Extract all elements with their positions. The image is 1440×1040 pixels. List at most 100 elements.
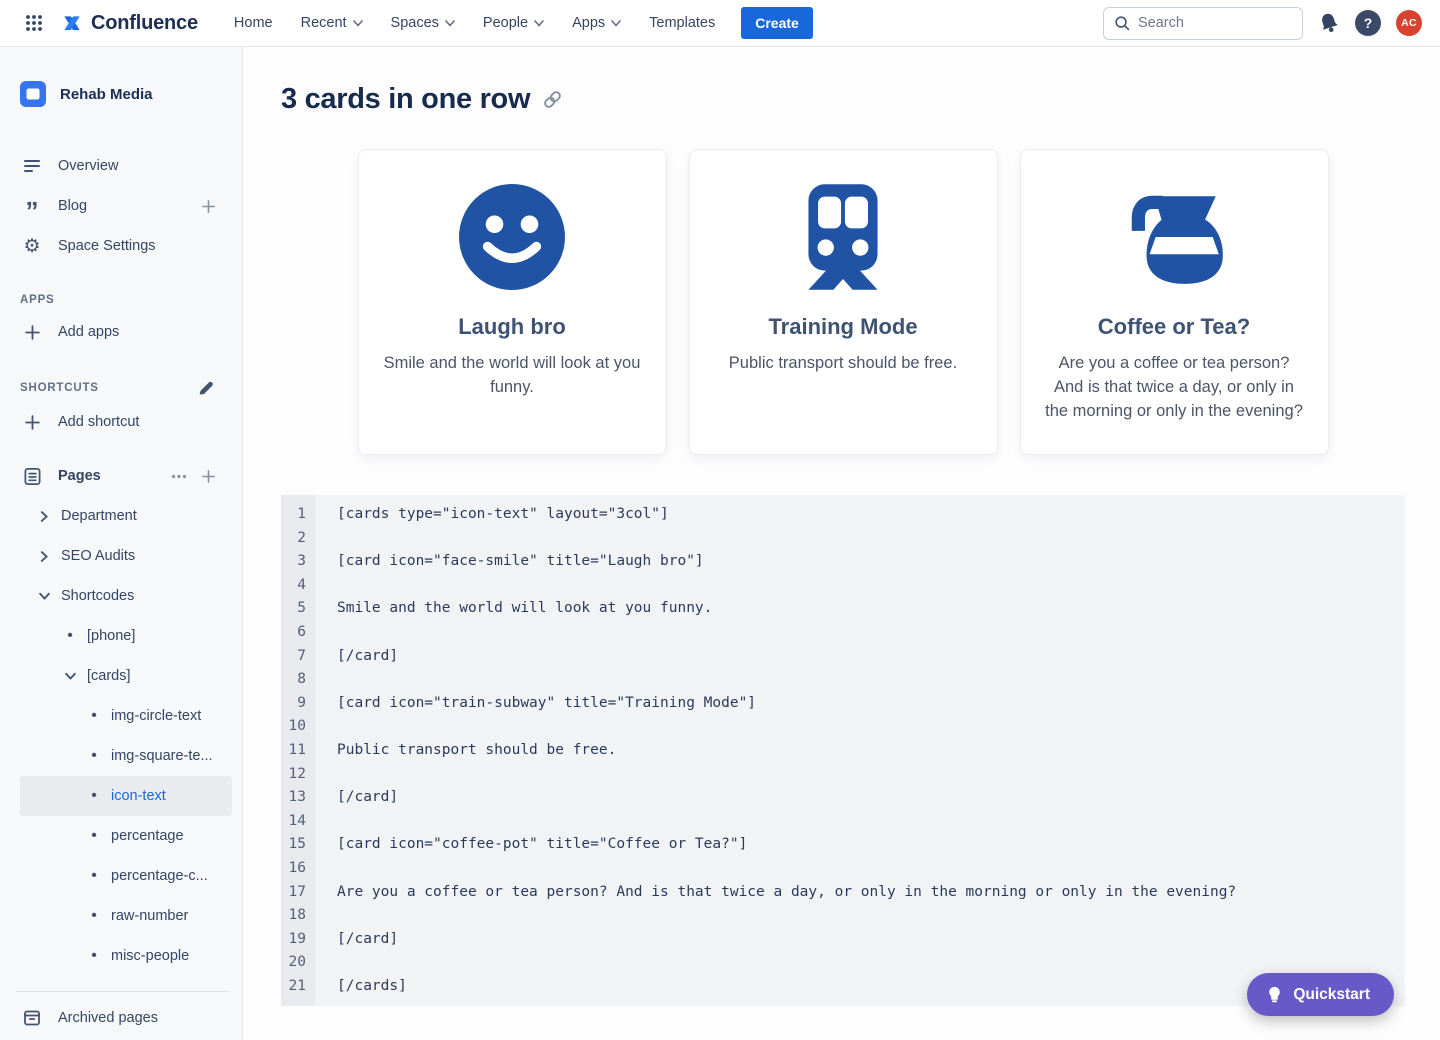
- tree-item-percentage[interactable]: • percentage: [20, 816, 232, 856]
- tree-item-department[interactable]: Department: [20, 496, 232, 536]
- add-page-icon[interactable]: [201, 469, 216, 484]
- tree-item-icon-text[interactable]: • icon-text: [20, 776, 232, 816]
- tree-item-phone[interactable]: • [phone]: [20, 616, 232, 656]
- chevron-down-icon[interactable]: [36, 592, 52, 600]
- tree-item-img-square-text[interactable]: • img-square-te...: [20, 736, 232, 776]
- tree-item-label: [phone]: [87, 628, 136, 644]
- add-apps-button[interactable]: Add apps: [0, 312, 242, 352]
- bullet-icon: •: [91, 747, 97, 764]
- chevron-down-icon: [611, 19, 621, 27]
- card-coffee-or-tea: Coffee or Tea? Are you a coffee or tea p…: [1019, 149, 1329, 455]
- tree-item-img-circle-text[interactable]: • img-circle-text: [20, 696, 232, 736]
- bullet-icon: •: [91, 907, 97, 924]
- quickstart-button[interactable]: Quickstart: [1247, 973, 1394, 1016]
- tree-item-label: Department: [61, 508, 137, 524]
- space-header[interactable]: Rehab Media: [0, 74, 242, 114]
- add-shortcut-button[interactable]: Add shortcut: [0, 402, 242, 442]
- blog-add-button[interactable]: [201, 199, 216, 214]
- code-line-number: 1: [297, 506, 306, 522]
- more-options-icon[interactable]: [171, 474, 187, 479]
- chevron-right-icon[interactable]: [36, 550, 52, 562]
- chevron-down-icon: [445, 19, 455, 27]
- archive-box-icon: [20, 1009, 44, 1027]
- pages-root[interactable]: Pages: [0, 456, 242, 496]
- code-line-text: [cards type="icon-text" layout="3col"]: [337, 506, 669, 522]
- code-line: 19 [/card]: [281, 928, 1405, 952]
- code-line: 9 [card icon="train-subway" title="Traini…: [281, 692, 1405, 716]
- chevron-down-icon[interactable]: [62, 672, 78, 680]
- create-button[interactable]: Create: [741, 7, 813, 39]
- nav-people[interactable]: People: [471, 9, 556, 37]
- nav-people-label: People: [482, 15, 529, 31]
- tree-item-misc-people[interactable]: • misc-people: [20, 936, 232, 976]
- tree-item-raw-number[interactable]: • raw-number: [20, 896, 232, 936]
- avatar[interactable]: AC: [1396, 10, 1422, 36]
- tree-item-percentage-c[interactable]: • percentage-c...: [20, 856, 232, 896]
- tree-item-label: [cards]: [87, 668, 131, 684]
- tree-item-cards[interactable]: [cards]: [20, 656, 232, 696]
- primary-nav: Home Recent Spaces People Apps Templates: [222, 9, 727, 37]
- shortcuts-section-heading: SHORTCUTS: [0, 380, 242, 396]
- code-line-number: 11: [288, 741, 306, 758]
- code-line-text: [/card]: [337, 789, 399, 806]
- archived-pages[interactable]: Archived pages: [0, 998, 242, 1038]
- bullet-icon: •: [91, 787, 97, 804]
- help-icon[interactable]: ?: [1355, 10, 1381, 36]
- tree-item-label: Shortcodes: [61, 588, 135, 604]
- nav-apps[interactable]: Apps: [560, 9, 633, 37]
- code-line-number: 10: [288, 718, 306, 735]
- tree-item-label: percentage: [111, 828, 184, 844]
- search-box[interactable]: [1103, 6, 1303, 40]
- notifications-bell-icon[interactable]: [1315, 9, 1343, 37]
- sidebar: Rehab Media Overview ” Blog ⚙ Space Sett…: [0, 47, 243, 1040]
- code-line-number: 13: [288, 789, 306, 806]
- sidebar-item-blog[interactable]: ” Blog: [0, 186, 242, 226]
- card-laugh-bro: Laugh bro Smile and the world will look …: [357, 149, 667, 455]
- sidebar-divider: [16, 991, 230, 992]
- code-line-text: [315, 527, 337, 551]
- sidebar-item-label: Space Settings: [58, 238, 156, 254]
- code-line: 18: [281, 904, 1405, 928]
- code-line: 6: [281, 621, 1405, 645]
- bullet-icon: •: [91, 827, 97, 844]
- nav-home-label: Home: [233, 15, 273, 31]
- code-line-number: 2: [297, 529, 306, 546]
- chevron-right-icon[interactable]: [36, 510, 52, 522]
- nav-templates[interactable]: Templates: [637, 9, 727, 37]
- code-line-text: Are you a coffee or tea person? And is t…: [337, 883, 1237, 900]
- confluence-logo[interactable]: Confluence: [60, 12, 198, 35]
- code-line-text: [/card]: [337, 930, 399, 947]
- card-training-mode: Training Mode Public transport should be…: [688, 149, 998, 455]
- sidebar-item-overview[interactable]: Overview: [0, 146, 242, 186]
- nav-recent[interactable]: Recent: [289, 9, 375, 37]
- topnav-right-cluster: ? AC: [1103, 6, 1422, 40]
- link-icon[interactable]: [542, 89, 563, 110]
- code-line: 5 Smile and the world will look at you fu…: [281, 597, 1405, 621]
- nav-spaces[interactable]: Spaces: [379, 9, 467, 37]
- code-block[interactable]: 1 [cards type="icon-text" layout="3col"] 2…: [281, 495, 1405, 1007]
- card-text: Public transport should be free.: [728, 354, 958, 372]
- code-line: 1 [cards type="icon-text" layout="3col"]: [281, 503, 1405, 527]
- code-line-text: [315, 904, 337, 928]
- code-line-text: [/cards]: [337, 977, 407, 994]
- lightbulb-icon: [1269, 986, 1281, 1002]
- bullet-icon: •: [67, 627, 73, 644]
- app-switcher-grid-icon[interactable]: [20, 9, 48, 37]
- confluence-logo-icon: [64, 16, 80, 31]
- code-line-text: [315, 668, 337, 692]
- tree-item-shortcodes[interactable]: Shortcodes: [20, 576, 232, 616]
- code-line-text: [315, 715, 337, 739]
- apps-heading-label: APPS: [20, 294, 55, 306]
- code-line-number: 12: [288, 765, 306, 782]
- code-line-number: 15: [288, 836, 306, 853]
- edit-shortcuts-button[interactable]: [198, 380, 214, 396]
- tree-item-seo-audits[interactable]: SEO Audits: [20, 536, 232, 576]
- bullet-icon: •: [91, 707, 97, 724]
- plus-icon: [20, 414, 44, 431]
- sidebar-item-space-settings[interactable]: ⚙ Space Settings: [0, 226, 242, 266]
- code-line-text: Public transport should be free.: [337, 741, 617, 758]
- search-input[interactable]: [1138, 15, 1278, 31]
- nav-home[interactable]: Home: [222, 9, 285, 37]
- code-line-text: [card icon="train-subway" title="Trainin…: [337, 694, 757, 711]
- tree-item-label: raw-number: [111, 908, 189, 924]
